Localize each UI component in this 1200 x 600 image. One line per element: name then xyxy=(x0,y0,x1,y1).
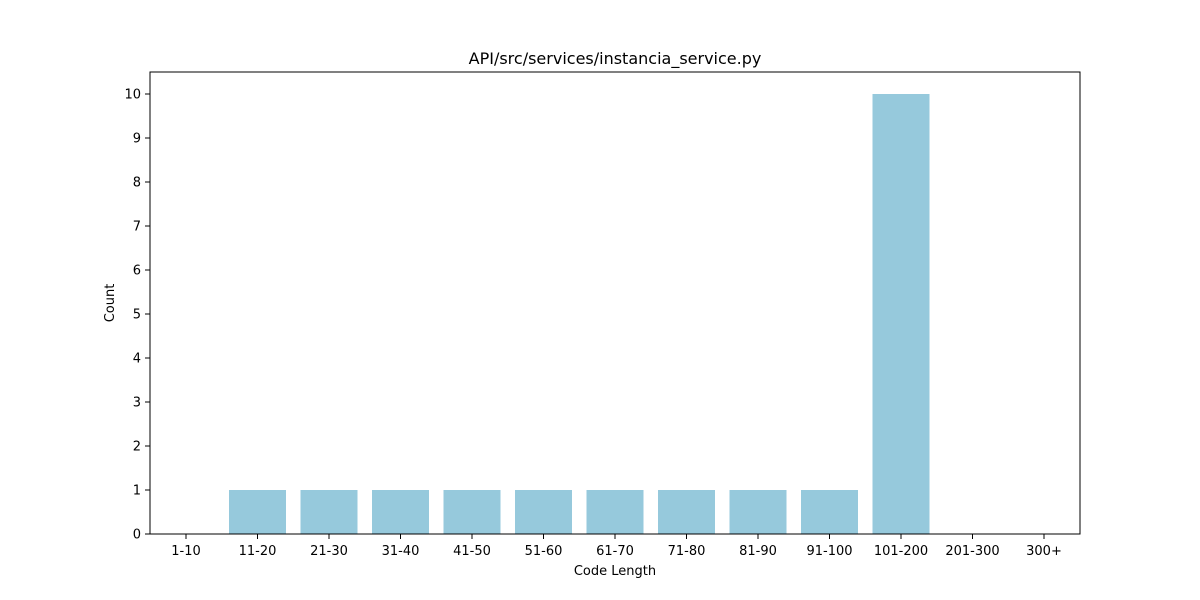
x-tick-label: 21-30 xyxy=(310,544,348,559)
x-tick-label: 61-70 xyxy=(596,544,634,559)
bars-group xyxy=(229,94,930,534)
y-tick-label: 2 xyxy=(133,440,141,455)
bar-71-80 xyxy=(658,490,715,534)
bar-101-200 xyxy=(872,94,930,534)
x-tick-label: 300+ xyxy=(1026,544,1062,559)
x-tick-label: 11-20 xyxy=(239,544,277,559)
y-axis-label: Count xyxy=(103,284,118,323)
x-tick-label: 31-40 xyxy=(382,544,420,559)
plot-area-frame xyxy=(149,71,1081,535)
x-tick-label: 201-300 xyxy=(945,544,999,559)
bar-31-40 xyxy=(372,490,429,534)
y-tick-label: 5 xyxy=(133,308,141,323)
x-tick-label: 81-90 xyxy=(739,544,777,559)
y-tick-label: 3 xyxy=(133,396,141,411)
bar-11-20 xyxy=(229,490,286,534)
x-axis-ticks: 1-10 11-20 21-30 31-40 41-50 51-60 61-70 71-80 8… xyxy=(171,534,1062,559)
bar-51-60 xyxy=(515,490,572,534)
bar-21-30 xyxy=(300,490,358,534)
x-tick-label: 51-60 xyxy=(525,544,563,559)
bar-41-50 xyxy=(443,490,501,534)
bar-81-90 xyxy=(729,490,787,534)
x-axis-label: Code Length xyxy=(574,564,656,579)
y-tick-label: 6 xyxy=(133,264,141,279)
y-tick-label: 1 xyxy=(133,484,141,499)
x-tick-label: 71-80 xyxy=(668,544,706,559)
x-tick-label: 41-50 xyxy=(453,544,491,559)
y-tick-label: 0 xyxy=(133,528,141,543)
chart-title: API/src/services/instancia_service.py xyxy=(469,49,762,69)
y-tick-label: 4 xyxy=(133,352,141,367)
bar-91-100 xyxy=(801,490,858,534)
bar-61-70 xyxy=(586,490,644,534)
y-tick-label: 8 xyxy=(133,176,141,191)
x-tick-label: 101-200 xyxy=(874,544,928,559)
y-tick-label: 7 xyxy=(133,220,141,235)
y-tick-label: 10 xyxy=(124,88,141,103)
x-tick-label: 1-10 xyxy=(171,544,201,559)
x-tick-label: 91-100 xyxy=(806,544,852,559)
y-tick-label: 9 xyxy=(133,132,141,147)
y-axis-ticks: 0 1 2 3 4 5 6 7 8 9 10 xyxy=(124,88,150,543)
